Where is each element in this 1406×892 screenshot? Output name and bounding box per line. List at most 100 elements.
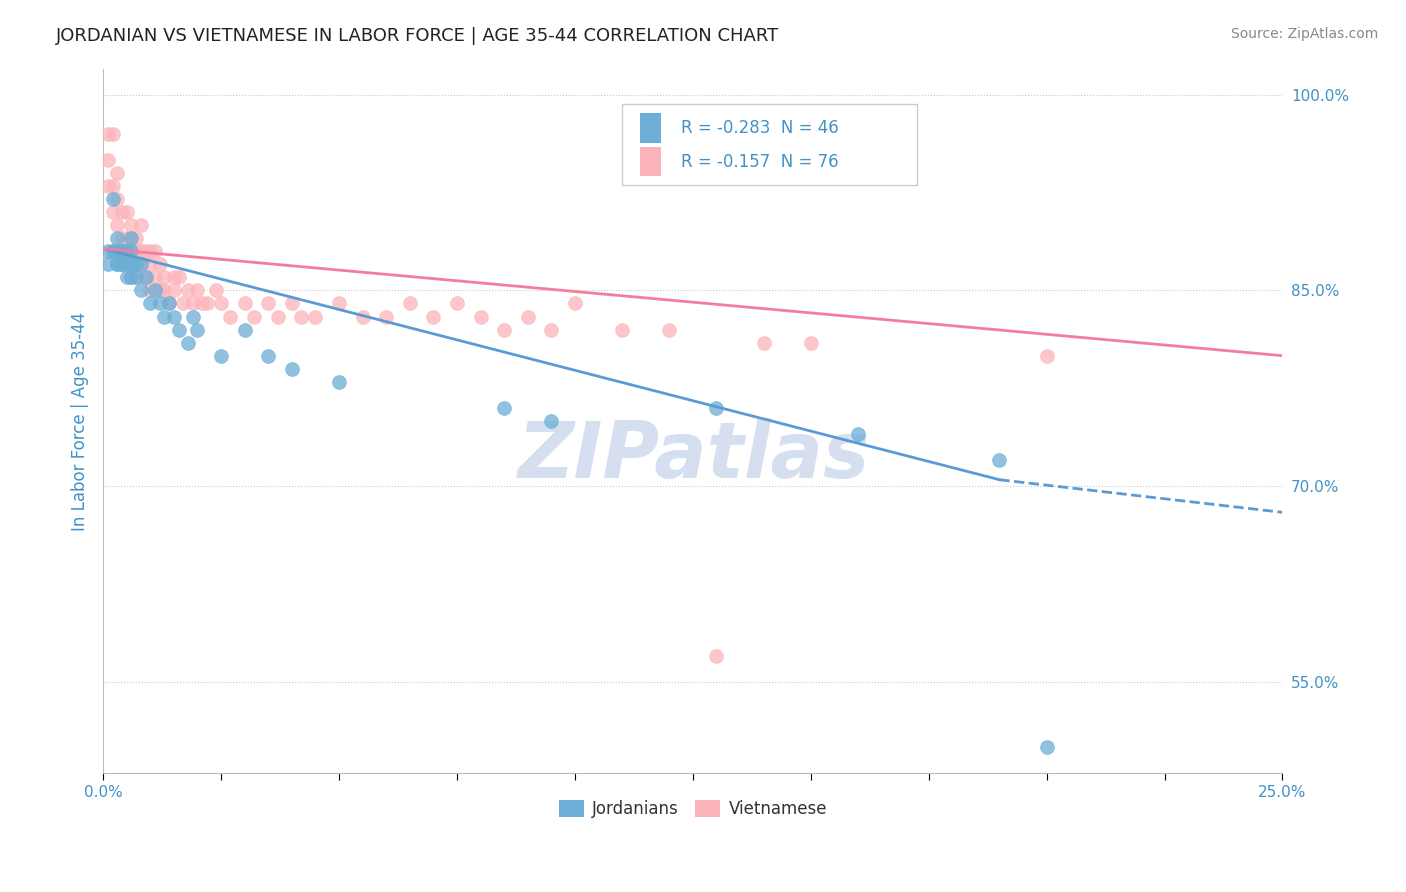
Point xyxy=(219,310,242,324)
Point xyxy=(610,323,633,337)
Point xyxy=(470,310,492,324)
Point xyxy=(800,335,823,350)
Point xyxy=(105,257,128,271)
Point xyxy=(167,323,190,337)
Point xyxy=(205,284,228,298)
Point xyxy=(120,231,142,245)
Point xyxy=(105,218,128,232)
Bar xyxy=(640,147,661,177)
Point xyxy=(135,244,157,259)
Point xyxy=(111,257,134,271)
Point xyxy=(120,231,142,245)
Point xyxy=(115,244,138,259)
Point xyxy=(398,296,420,310)
Point xyxy=(290,310,312,324)
Point xyxy=(115,205,138,219)
Point xyxy=(111,231,134,245)
Point xyxy=(186,284,208,298)
Point xyxy=(111,244,134,259)
Point xyxy=(846,427,869,442)
Point xyxy=(257,349,280,363)
Point xyxy=(120,244,142,259)
Point xyxy=(125,257,148,271)
Point xyxy=(1035,740,1057,755)
Point xyxy=(186,323,208,337)
Point xyxy=(115,231,138,245)
Point xyxy=(129,257,152,271)
Point xyxy=(143,270,166,285)
Point xyxy=(115,270,138,285)
Point xyxy=(105,192,128,206)
Point xyxy=(1035,349,1057,363)
Point xyxy=(328,296,350,310)
Point xyxy=(266,310,288,324)
Point xyxy=(153,284,176,298)
Point xyxy=(209,349,232,363)
Point xyxy=(125,244,148,259)
Point xyxy=(111,205,134,219)
Point xyxy=(564,296,586,310)
Point xyxy=(97,127,120,141)
Point xyxy=(163,310,186,324)
Point xyxy=(191,296,214,310)
Point xyxy=(172,296,194,310)
Point xyxy=(120,218,142,232)
Point xyxy=(494,323,516,337)
Text: Source: ZipAtlas.com: Source: ZipAtlas.com xyxy=(1230,27,1378,41)
Point xyxy=(257,296,280,310)
Point xyxy=(101,127,124,141)
Point xyxy=(97,179,120,194)
Text: ZIPatlas: ZIPatlas xyxy=(516,418,869,494)
Point xyxy=(139,244,162,259)
Point xyxy=(706,401,728,415)
Point xyxy=(195,296,218,310)
Point xyxy=(177,284,200,298)
Point xyxy=(988,453,1011,467)
Point xyxy=(177,335,200,350)
Point xyxy=(129,244,152,259)
Text: R = -0.157  N = 76: R = -0.157 N = 76 xyxy=(681,153,838,170)
Point xyxy=(135,270,157,285)
Point xyxy=(101,205,124,219)
Point xyxy=(105,244,128,259)
Point xyxy=(101,244,124,259)
Point xyxy=(658,323,681,337)
Text: JORDANIAN VS VIETNAMESE IN LABOR FORCE | AGE 35-44 CORRELATION CHART: JORDANIAN VS VIETNAMESE IN LABOR FORCE |… xyxy=(56,27,779,45)
Point xyxy=(181,296,204,310)
Point xyxy=(167,270,190,285)
Text: R = -0.283  N = 46: R = -0.283 N = 46 xyxy=(681,119,839,136)
Point xyxy=(304,310,326,324)
Point xyxy=(149,257,172,271)
Point xyxy=(129,218,152,232)
Point xyxy=(120,270,142,285)
Point xyxy=(181,310,204,324)
Point xyxy=(149,284,172,298)
Point xyxy=(120,244,142,259)
Point xyxy=(105,244,128,259)
Point xyxy=(120,270,142,285)
Point xyxy=(494,401,516,415)
Point xyxy=(129,284,152,298)
Point xyxy=(752,335,775,350)
Point xyxy=(143,284,166,298)
Point xyxy=(97,244,120,259)
Point xyxy=(105,166,128,180)
Point xyxy=(115,244,138,259)
Point xyxy=(233,296,256,310)
Bar xyxy=(640,113,661,143)
Point xyxy=(540,323,562,337)
Point xyxy=(97,153,120,167)
Point xyxy=(125,270,148,285)
Point xyxy=(143,244,166,259)
Point xyxy=(446,296,468,310)
Point xyxy=(706,648,728,663)
Point xyxy=(105,231,128,245)
Point xyxy=(243,310,266,324)
Point xyxy=(125,231,148,245)
Point xyxy=(281,296,304,310)
Point xyxy=(209,296,232,310)
Point xyxy=(101,179,124,194)
Point xyxy=(422,310,444,324)
Point xyxy=(125,270,148,285)
Point xyxy=(101,192,124,206)
